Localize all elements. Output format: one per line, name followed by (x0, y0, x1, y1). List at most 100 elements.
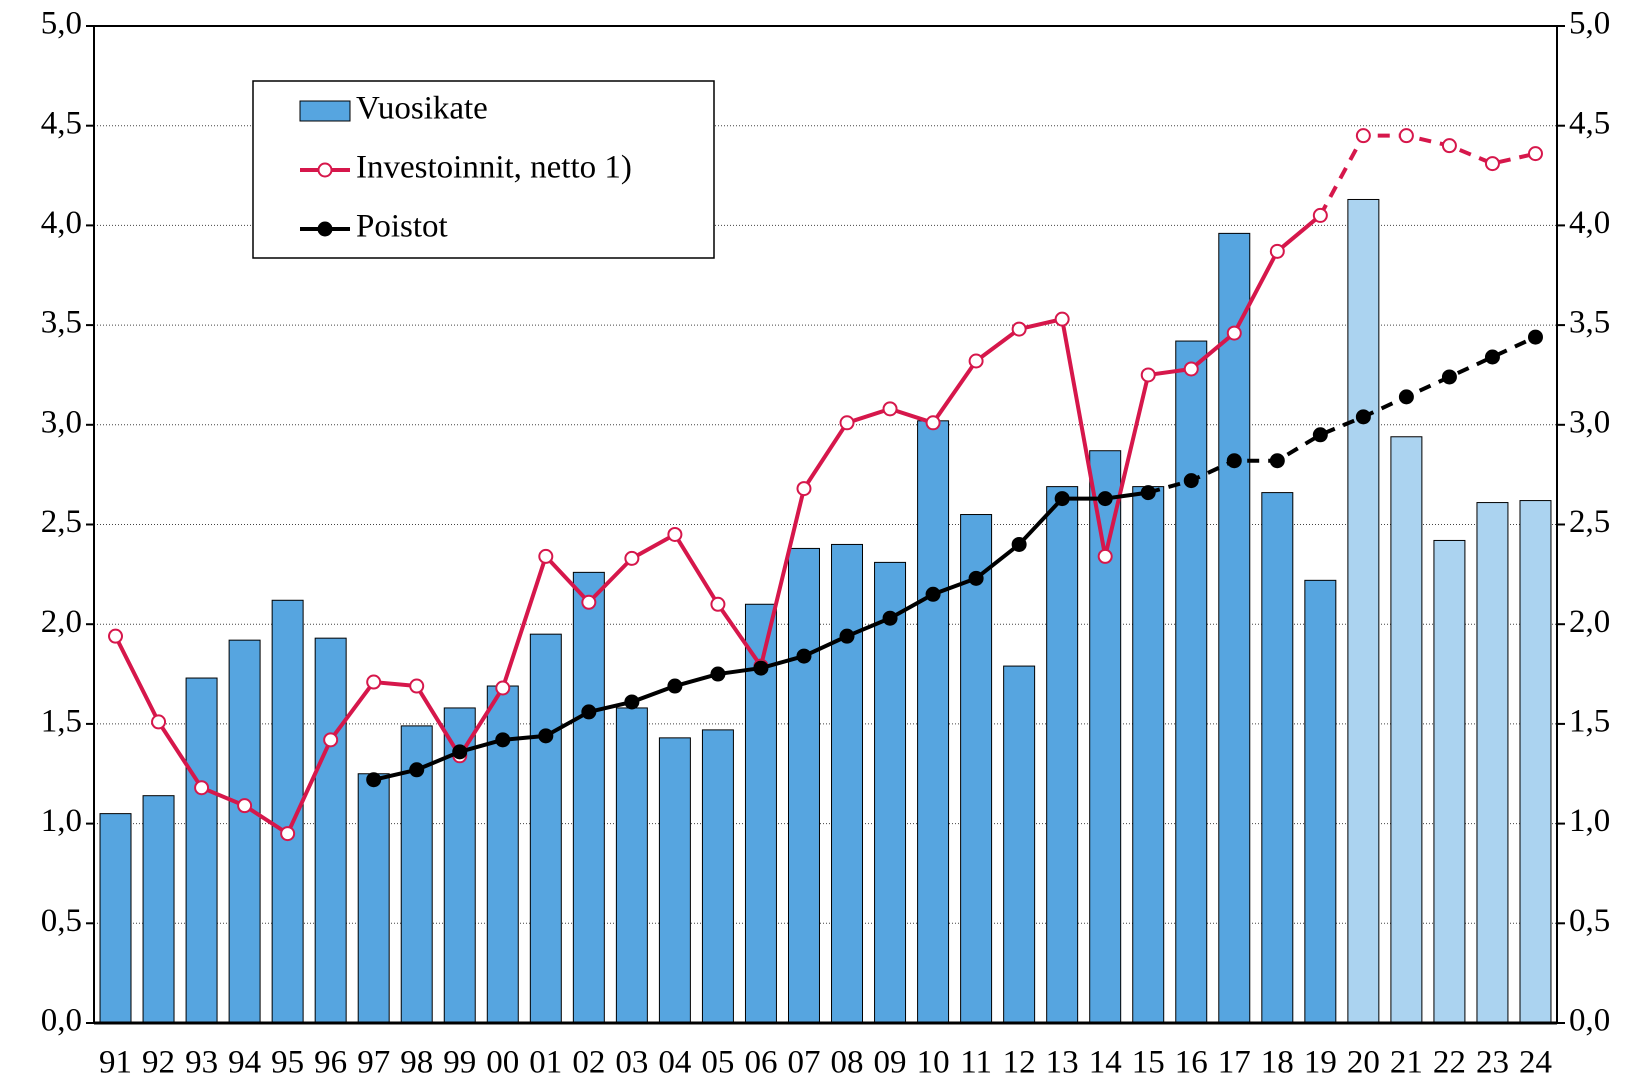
marker (753, 660, 769, 676)
x-tick-label: 97 (357, 1045, 390, 1081)
legend-label: Poistot (356, 209, 448, 245)
marker (237, 798, 253, 814)
marker (1183, 473, 1199, 489)
x-tick-label: 14 (1089, 1045, 1122, 1081)
marker (667, 678, 683, 694)
y-tick-label: 4,0 (41, 205, 82, 241)
bar (99, 813, 132, 1024)
bar (1304, 579, 1337, 1024)
x-tick-label: 22 (1433, 1045, 1466, 1081)
marker (1312, 427, 1328, 443)
x-tick-label: 08 (831, 1045, 864, 1081)
x-tick-label: 04 (658, 1045, 691, 1081)
x-tick-label: 17 (1218, 1045, 1251, 1081)
y-tick-label: 0,0 (41, 1003, 82, 1039)
y-tick-label: 3,5 (41, 305, 82, 341)
bar (529, 633, 562, 1024)
y-tick-label: 2,5 (41, 504, 82, 540)
x-tick-label: 15 (1132, 1045, 1165, 1081)
y2-tick-label: 4,0 (1569, 205, 1610, 241)
x-tick-label: 98 (400, 1045, 433, 1081)
x-tick-label: 02 (572, 1045, 605, 1081)
bar (1519, 500, 1552, 1024)
marker (882, 401, 898, 417)
y2-tick-label: 5,0 (1569, 6, 1610, 42)
marker (194, 780, 210, 796)
marker (108, 628, 124, 644)
bar (701, 729, 734, 1024)
marker (409, 678, 425, 694)
bar (1261, 492, 1294, 1024)
x-tick-label: 11 (960, 1045, 992, 1081)
bar (1218, 232, 1251, 1024)
y2-tick-label: 1,5 (1569, 703, 1610, 739)
marker (1398, 128, 1414, 144)
marker (796, 648, 812, 664)
marker (1484, 156, 1500, 172)
x-tick-label: 20 (1347, 1045, 1380, 1081)
x-tick-label: 10 (917, 1045, 950, 1081)
marker (1355, 409, 1371, 425)
y-tick-label: 1,0 (41, 803, 82, 839)
marker (710, 596, 726, 612)
bar (1390, 436, 1423, 1024)
marker (796, 481, 812, 497)
marker (1269, 243, 1285, 259)
bar (917, 420, 950, 1024)
marker (366, 772, 382, 788)
bar (658, 737, 691, 1024)
marker (1226, 325, 1242, 341)
marker (1054, 311, 1070, 327)
bar (1433, 539, 1466, 1024)
x-tick-label: 01 (529, 1045, 562, 1081)
y-tick-label: 2,0 (41, 604, 82, 640)
marker (151, 714, 167, 730)
x-tick-label: 94 (228, 1045, 261, 1081)
bar (572, 571, 605, 1024)
marker (882, 610, 898, 626)
marker (1269, 453, 1285, 469)
bar (615, 707, 648, 1024)
marker (968, 353, 984, 369)
marker (366, 674, 382, 690)
marker (1097, 548, 1113, 564)
marker (1226, 453, 1242, 469)
marker (452, 744, 468, 760)
marker (1441, 369, 1457, 385)
x-tick-label: 03 (615, 1045, 648, 1081)
bar (185, 677, 218, 1024)
bar (1046, 486, 1079, 1024)
legend-label: Investoinnit, netto 1) (356, 150, 632, 186)
marker (1441, 138, 1457, 154)
marker (1011, 536, 1027, 552)
x-tick-label: 96 (314, 1045, 347, 1081)
marker (839, 628, 855, 644)
marker (710, 666, 726, 682)
plot-frame (93, 25, 1558, 1024)
x-tick-label: 99 (443, 1045, 476, 1081)
x-tick-label: 09 (874, 1045, 907, 1081)
legend-marker (317, 221, 333, 237)
line (1147, 335, 1537, 495)
marker (280, 826, 296, 842)
bar (228, 639, 261, 1024)
marker (1484, 349, 1500, 365)
marker (1183, 361, 1199, 377)
marker (1097, 491, 1113, 507)
marker (1054, 491, 1070, 507)
marker (624, 550, 640, 566)
legend-marker (317, 162, 333, 178)
marker (581, 594, 597, 610)
marker (925, 415, 941, 431)
y2-tick-label: 0,5 (1569, 903, 1610, 939)
bar (1476, 502, 1509, 1024)
legend-swatch (299, 100, 351, 122)
x-tick-label: 23 (1476, 1045, 1509, 1081)
marker (538, 728, 554, 744)
y-tick-label: 3,0 (41, 404, 82, 440)
y2-tick-label: 2,0 (1569, 604, 1610, 640)
marker (409, 762, 425, 778)
legend-label: Vuosikate (356, 91, 488, 127)
marker (495, 680, 511, 696)
marker (538, 548, 554, 564)
